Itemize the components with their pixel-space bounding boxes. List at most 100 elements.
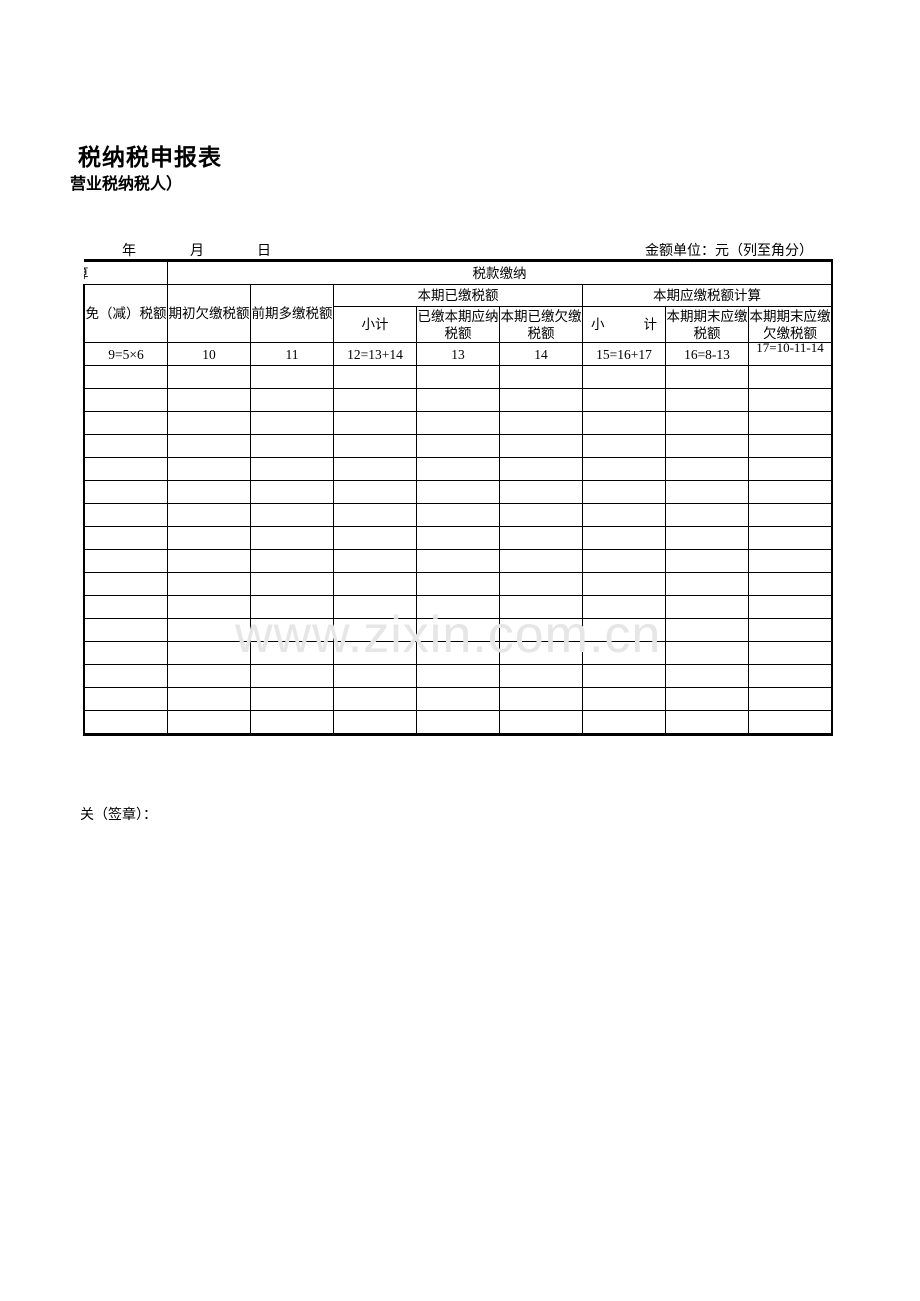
table-cell[interactable] bbox=[582, 388, 666, 412]
table-cell[interactable] bbox=[83, 503, 168, 527]
table-cell[interactable] bbox=[250, 503, 334, 527]
table-cell[interactable] bbox=[333, 618, 417, 642]
table-cell[interactable] bbox=[167, 388, 251, 412]
table-cell[interactable] bbox=[250, 549, 334, 573]
table-cell[interactable] bbox=[167, 526, 251, 550]
table-cell[interactable] bbox=[582, 503, 666, 527]
table-cell[interactable] bbox=[250, 365, 334, 389]
table-cell[interactable] bbox=[167, 549, 251, 573]
table-cell[interactable] bbox=[748, 710, 833, 736]
table-cell[interactable] bbox=[333, 480, 417, 504]
table-cell[interactable] bbox=[748, 480, 833, 504]
table-cell[interactable] bbox=[582, 641, 666, 665]
table-cell[interactable] bbox=[582, 411, 666, 435]
table-cell[interactable] bbox=[582, 572, 666, 596]
table-cell[interactable] bbox=[83, 687, 168, 711]
table-cell[interactable] bbox=[499, 549, 583, 573]
table-cell[interactable] bbox=[665, 710, 749, 736]
table-cell[interactable] bbox=[167, 687, 251, 711]
table-cell[interactable] bbox=[83, 664, 168, 688]
table-cell[interactable] bbox=[333, 687, 417, 711]
table-cell[interactable] bbox=[333, 388, 417, 412]
table-cell[interactable] bbox=[167, 572, 251, 596]
table-cell[interactable] bbox=[499, 365, 583, 389]
table-cell[interactable] bbox=[250, 411, 334, 435]
table-cell[interactable] bbox=[499, 411, 583, 435]
table-cell[interactable] bbox=[416, 388, 500, 412]
table-cell[interactable] bbox=[748, 549, 833, 573]
table-cell[interactable] bbox=[250, 388, 334, 412]
table-cell[interactable] bbox=[416, 618, 500, 642]
table-cell[interactable] bbox=[748, 572, 833, 596]
table-cell[interactable] bbox=[499, 664, 583, 688]
table-cell[interactable] bbox=[499, 503, 583, 527]
table-cell[interactable] bbox=[416, 664, 500, 688]
table-cell[interactable] bbox=[665, 572, 749, 596]
table-cell[interactable] bbox=[333, 526, 417, 550]
table-cell[interactable] bbox=[416, 457, 500, 481]
table-cell[interactable] bbox=[582, 618, 666, 642]
table-cell[interactable] bbox=[83, 572, 168, 596]
table-cell[interactable] bbox=[582, 526, 666, 550]
table-cell[interactable] bbox=[499, 710, 583, 736]
table-cell[interactable] bbox=[665, 411, 749, 435]
table-cell[interactable] bbox=[748, 503, 833, 527]
table-cell[interactable] bbox=[250, 480, 334, 504]
table-cell[interactable] bbox=[416, 687, 500, 711]
table-cell[interactable] bbox=[499, 687, 583, 711]
table-cell[interactable] bbox=[167, 503, 251, 527]
table-cell[interactable] bbox=[665, 618, 749, 642]
table-cell[interactable] bbox=[333, 572, 417, 596]
table-cell[interactable] bbox=[83, 480, 168, 504]
table-cell[interactable] bbox=[83, 618, 168, 642]
table-cell[interactable] bbox=[167, 664, 251, 688]
table-cell[interactable] bbox=[333, 434, 417, 458]
table-cell[interactable] bbox=[250, 526, 334, 550]
table-cell[interactable] bbox=[167, 365, 251, 389]
table-cell[interactable] bbox=[748, 457, 833, 481]
table-cell[interactable] bbox=[83, 641, 168, 665]
table-cell[interactable] bbox=[416, 641, 500, 665]
table-cell[interactable] bbox=[748, 434, 833, 458]
table-cell[interactable] bbox=[250, 710, 334, 736]
table-cell[interactable] bbox=[333, 595, 417, 619]
table-cell[interactable] bbox=[83, 457, 168, 481]
table-cell[interactable] bbox=[250, 687, 334, 711]
table-cell[interactable] bbox=[499, 457, 583, 481]
table-cell[interactable] bbox=[582, 434, 666, 458]
table-cell[interactable] bbox=[665, 687, 749, 711]
table-cell[interactable] bbox=[333, 549, 417, 573]
table-cell[interactable] bbox=[665, 641, 749, 665]
table-cell[interactable] bbox=[665, 595, 749, 619]
table-cell[interactable] bbox=[499, 388, 583, 412]
table-cell[interactable] bbox=[83, 434, 168, 458]
table-cell[interactable] bbox=[748, 618, 833, 642]
table-cell[interactable] bbox=[83, 549, 168, 573]
table-cell[interactable] bbox=[665, 434, 749, 458]
table-cell[interactable] bbox=[83, 365, 168, 389]
table-cell[interactable] bbox=[167, 480, 251, 504]
table-cell[interactable] bbox=[665, 526, 749, 550]
table-cell[interactable] bbox=[748, 526, 833, 550]
table-cell[interactable] bbox=[416, 434, 500, 458]
table-cell[interactable] bbox=[499, 572, 583, 596]
table-cell[interactable] bbox=[83, 595, 168, 619]
table-cell[interactable] bbox=[333, 457, 417, 481]
table-cell[interactable] bbox=[582, 365, 666, 389]
table-cell[interactable] bbox=[250, 457, 334, 481]
table-cell[interactable] bbox=[416, 503, 500, 527]
table-cell[interactable] bbox=[416, 572, 500, 596]
table-cell[interactable] bbox=[748, 388, 833, 412]
table-cell[interactable] bbox=[748, 687, 833, 711]
table-cell[interactable] bbox=[83, 411, 168, 435]
table-cell[interactable] bbox=[499, 526, 583, 550]
table-cell[interactable] bbox=[665, 549, 749, 573]
table-cell[interactable] bbox=[333, 365, 417, 389]
table-cell[interactable] bbox=[83, 388, 168, 412]
table-cell[interactable] bbox=[748, 664, 833, 688]
table-cell[interactable] bbox=[665, 365, 749, 389]
table-cell[interactable] bbox=[582, 710, 666, 736]
table-cell[interactable] bbox=[416, 526, 500, 550]
table-cell[interactable] bbox=[748, 411, 833, 435]
table-cell[interactable] bbox=[665, 457, 749, 481]
